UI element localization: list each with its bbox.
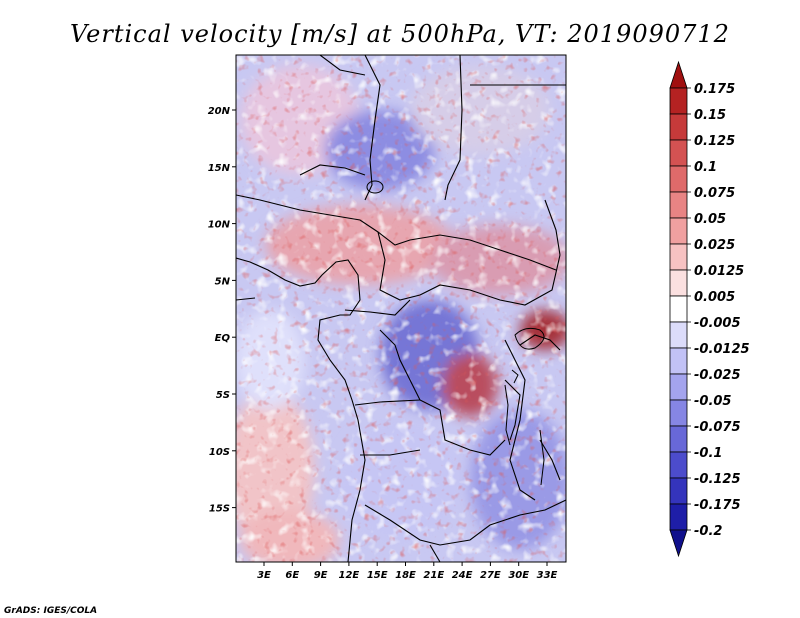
latitude-axis: 20N 15N 10N 5N EQ 5S 10S 15S — [208, 106, 236, 515]
lat-label: 5S — [216, 390, 230, 401]
colorbar-bin — [669, 165, 688, 193]
colorbar-label: 0.125 — [694, 134, 735, 149]
lon-label: 3E — [257, 570, 271, 581]
lon-label: 15E — [367, 570, 388, 581]
colorbar-bin — [669, 321, 688, 349]
colorbar-label: -0.175 — [694, 498, 741, 513]
colorbar-label: -0.1 — [694, 446, 722, 461]
colorbar-bin — [669, 477, 688, 505]
colorbar-bin — [669, 347, 688, 375]
colorbar-upper-triangle — [669, 60, 688, 89]
colorbar-label: -0.005 — [694, 316, 741, 331]
lat-label: 15S — [209, 504, 230, 515]
colorbar-bin — [669, 373, 688, 401]
colorbar-bin — [669, 113, 688, 141]
lon-label: 30E — [508, 570, 529, 581]
colorbar-label: 0.075 — [694, 186, 735, 201]
colorbar-label: -0.075 — [694, 420, 741, 435]
colorbar-bin — [669, 425, 688, 453]
colorbar-label: 0.025 — [694, 238, 735, 253]
colorbar-label: -0.05 — [694, 394, 731, 409]
country-borders — [236, 55, 566, 562]
lon-label: 24E — [452, 570, 473, 581]
lon-label: 33E — [537, 570, 558, 581]
colorbar-label: 0.005 — [694, 290, 735, 305]
colorbar-label: 0.175 — [694, 82, 735, 97]
colorbar-bin — [669, 269, 688, 297]
credit-text: GrADS: IGES/COLA — [4, 606, 97, 616]
colorbar-bin — [669, 87, 688, 115]
colorbar-label: 0.0125 — [694, 264, 744, 279]
map-frame — [235, 54, 567, 563]
lat-label: 10N — [208, 220, 231, 231]
plot-title: Vertical velocity [m/s] at 500hPa, VT: 2… — [70, 20, 730, 48]
lat-label: 20N — [208, 106, 231, 117]
colorbar-lower-triangle — [669, 529, 688, 558]
colorbar-label: -0.0125 — [694, 342, 750, 357]
lat-label: 5N — [215, 276, 231, 287]
colorbar-bin — [669, 503, 688, 531]
lon-label: 6E — [285, 570, 299, 581]
colorbar-bin — [669, 243, 688, 271]
longitude-axis: 3E 6E 9E 12E 15E 18E 21E 24E 27E 30E 33E — [257, 562, 558, 581]
colorbar-bin — [669, 217, 688, 245]
colorbar-bin — [669, 295, 688, 323]
lon-label: 9E — [314, 570, 328, 581]
lon-label: 27E — [480, 570, 501, 581]
colorbar-bin — [669, 399, 688, 427]
colorbar-label: 0.05 — [694, 212, 726, 227]
colorbar-label: -0.025 — [694, 368, 741, 383]
colorbar-bin — [669, 191, 688, 219]
lat-label: 10S — [209, 447, 230, 458]
colorbar: 0.175 0.15 0.125 0.1 0.075 0.05 0.025 0.0125 0.0… — [669, 60, 750, 558]
lat-label: 15N — [208, 163, 231, 174]
lon-label: 12E — [339, 570, 360, 581]
colorbar-bin — [669, 451, 688, 479]
colorbar-bin — [669, 139, 688, 167]
lon-label: 21E — [423, 570, 444, 581]
lakes — [366, 180, 545, 486]
colorbar-label: -0.2 — [694, 524, 722, 539]
colorbar-label: -0.125 — [694, 472, 741, 487]
lon-label: 18E — [395, 570, 416, 581]
colorbar-label: 0.15 — [694, 108, 726, 123]
lat-label: EQ — [215, 333, 231, 344]
colorbar-label: 0.1 — [694, 160, 717, 175]
